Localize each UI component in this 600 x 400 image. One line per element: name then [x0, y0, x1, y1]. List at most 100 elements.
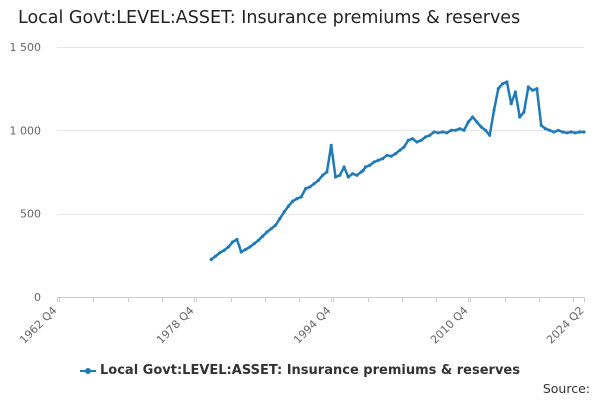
x-tick-label: 2010 Q4 [428, 304, 471, 347]
data-point [312, 182, 316, 186]
data-point [415, 140, 419, 144]
data-point [338, 173, 342, 177]
data-point [291, 199, 295, 203]
data-point [342, 165, 346, 169]
data-point [406, 138, 410, 142]
data-point [471, 115, 475, 119]
data-point [355, 173, 359, 177]
data-point [496, 87, 500, 91]
y-axis-labels: 0 500 1 000 1 500 [10, 41, 42, 304]
data-point [295, 197, 299, 201]
x-axis [57, 297, 585, 302]
data-point [458, 127, 462, 131]
y-tick-label: 500 [20, 208, 41, 221]
data-point [501, 82, 505, 86]
data-point [479, 125, 483, 129]
data-point [475, 120, 479, 124]
data-point [535, 87, 539, 91]
data-point [213, 254, 218, 258]
data-point [526, 85, 530, 89]
data-point [269, 227, 273, 231]
data-point [513, 90, 518, 94]
data-point [578, 130, 582, 134]
chart-title: Local Govt:LEVEL:ASSET: Insurance premiu… [18, 8, 521, 28]
data-point [505, 80, 509, 84]
data-point [492, 108, 496, 112]
data-point [539, 123, 543, 127]
data-point [419, 138, 423, 142]
data-point [303, 187, 308, 191]
data-point [389, 154, 393, 158]
legend-dot-icon [85, 367, 91, 374]
data-point [393, 152, 398, 156]
data-point [222, 248, 226, 252]
source-label: Source: [542, 381, 590, 396]
data-point [483, 128, 488, 132]
data-point [273, 223, 278, 227]
data-point [316, 178, 320, 182]
data-point [449, 128, 453, 132]
data-point [248, 245, 252, 249]
data-point [565, 131, 569, 135]
data-point [543, 127, 548, 131]
data-point [265, 230, 269, 234]
x-tick-label: 1962 Q4 [17, 304, 60, 347]
data-point [573, 131, 578, 135]
data-point [402, 145, 406, 149]
data-point [411, 137, 415, 141]
data-point [552, 130, 556, 134]
data-point [261, 234, 265, 238]
data-point [218, 251, 222, 255]
x-tick-label: 1994 Q4 [291, 304, 334, 347]
data-point [432, 130, 436, 134]
data-point [582, 130, 586, 134]
data-point [445, 131, 449, 135]
data-point [569, 130, 573, 134]
data-point [436, 131, 440, 135]
data-point [278, 217, 282, 221]
data-point [561, 130, 565, 134]
data-point [243, 247, 248, 252]
data-point [548, 128, 552, 132]
data-point [363, 165, 368, 169]
y-tick-label: 0 [34, 291, 41, 304]
data-point [522, 110, 526, 114]
data-point [361, 168, 365, 172]
data-point [441, 130, 445, 134]
data-point [531, 88, 535, 92]
data-point [453, 128, 458, 132]
data-point [385, 153, 389, 157]
data-point [428, 133, 432, 137]
x-tick-label: 2024 Q2 [544, 304, 587, 347]
y-tick-label: 1 000 [10, 124, 42, 137]
data-point [329, 143, 333, 147]
data-point [423, 135, 428, 139]
legend[interactable]: Local Govt:LEVEL:ASSET: Insurance premiu… [0, 363, 600, 378]
data-point [282, 210, 286, 214]
data-point [351, 172, 355, 176]
x-tick-label: 1978 Q4 [154, 304, 197, 347]
data-point [372, 160, 376, 164]
data-point [509, 102, 513, 106]
data-point [376, 158, 380, 162]
data-point [556, 128, 560, 132]
data-point [462, 128, 466, 132]
legend-marker-icon [80, 367, 96, 374]
data-point [368, 163, 372, 167]
data-point [381, 157, 385, 161]
x-axis-labels: 1962 Q4 1978 Q4 1994 Q4 2010 Q4 2024 Q2 [17, 304, 587, 347]
legend-label: Local Govt:LEVEL:ASSET: Insurance premiu… [100, 363, 520, 378]
data-point [299, 195, 303, 199]
data-point [466, 120, 470, 124]
y-tick-label: 1 500 [10, 41, 42, 54]
data-point [252, 242, 256, 246]
data-point [239, 250, 243, 254]
data-point [256, 238, 260, 242]
grid-lines [57, 47, 584, 298]
series-group [209, 80, 586, 262]
data-point [518, 115, 522, 119]
data-point [231, 240, 235, 244]
data-point [325, 170, 329, 174]
data-point [226, 245, 230, 249]
